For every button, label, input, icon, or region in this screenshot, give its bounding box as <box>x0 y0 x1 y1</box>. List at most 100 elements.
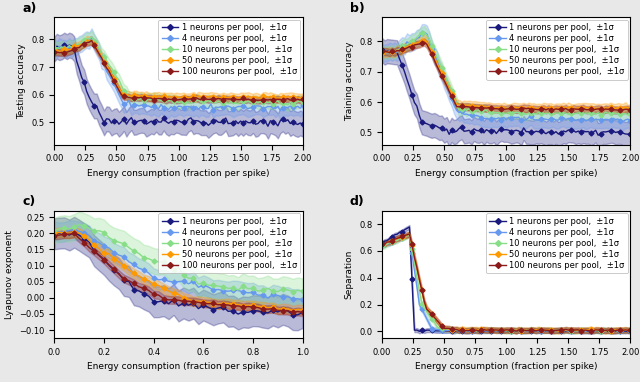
10 neurons per pool,  ±1σ <box>234 288 242 292</box>
4 neurons per pool,  ±1σ <box>202 107 210 111</box>
4 neurons per pool,  ±1σ <box>234 288 242 293</box>
4 neurons per pool,  ±1σ <box>70 228 78 232</box>
50 neurons per pool,  ±1σ <box>530 328 538 332</box>
4 neurons per pool,  ±1σ <box>495 328 502 333</box>
50 neurons per pool,  ±1σ <box>135 274 143 278</box>
100 neurons per pool,  ±1σ <box>299 96 307 101</box>
1 neurons per pool,  ±1σ <box>264 124 272 128</box>
50 neurons per pool,  ±1σ <box>624 107 632 112</box>
1 neurons per pool,  ±1σ <box>595 133 602 138</box>
1 neurons per pool,  ±1σ <box>51 47 58 51</box>
1 neurons per pool,  ±1σ <box>527 130 535 135</box>
Y-axis label: Testing accuracy: Testing accuracy <box>17 43 26 119</box>
Text: d): d) <box>350 195 365 208</box>
1 neurons per pool,  ±1σ <box>564 128 572 132</box>
4 neurons per pool,  ±1σ <box>530 328 538 333</box>
1 neurons per pool,  ±1σ <box>299 310 307 315</box>
4 neurons per pool,  ±1σ <box>276 108 284 113</box>
1 neurons per pool,  ±1σ <box>294 312 301 317</box>
100 neurons per pool,  ±1σ <box>555 107 563 112</box>
100 neurons per pool,  ±1σ <box>220 302 227 307</box>
50 neurons per pool,  ±1σ <box>443 82 451 86</box>
1 neurons per pool,  ±1σ <box>289 312 296 317</box>
50 neurons per pool,  ±1σ <box>406 232 413 236</box>
50 neurons per pool,  ±1σ <box>294 307 301 312</box>
50 neurons per pool,  ±1σ <box>557 328 564 333</box>
4 neurons per pool,  ±1σ <box>378 243 386 248</box>
Line: 4 neurons per pool,  ±1σ: 4 neurons per pool, ±1σ <box>380 233 632 333</box>
Line: 50 neurons per pool,  ±1σ: 50 neurons per pool, ±1σ <box>380 37 632 111</box>
1 neurons per pool,  ±1σ <box>202 120 210 125</box>
10 neurons per pool,  ±1σ <box>530 328 538 332</box>
4 neurons per pool,  ±1σ <box>443 328 451 333</box>
10 neurons per pool,  ±1σ <box>495 110 502 115</box>
4 neurons per pool,  ±1σ <box>227 105 234 109</box>
100 neurons per pool,  ±1σ <box>51 50 58 55</box>
Line: 50 neurons per pool,  ±1σ: 50 neurons per pool, ±1σ <box>52 230 305 312</box>
Line: 4 neurons per pool,  ±1σ: 4 neurons per pool, ±1σ <box>52 228 305 302</box>
10 neurons per pool,  ±1σ <box>167 98 175 103</box>
4 neurons per pool,  ±1σ <box>555 118 563 122</box>
50 neurons per pool,  ±1σ <box>420 37 428 42</box>
Line: 100 neurons per pool,  ±1σ: 100 neurons per pool, ±1σ <box>380 40 632 112</box>
100 neurons per pool,  ±1σ <box>443 326 451 330</box>
50 neurons per pool,  ±1σ <box>443 326 451 331</box>
50 neurons per pool,  ±1σ <box>51 231 58 236</box>
1 neurons per pool,  ±1σ <box>627 329 634 333</box>
100 neurons per pool,  ±1σ <box>396 235 403 240</box>
4 neurons per pool,  ±1σ <box>299 103 307 108</box>
Line: 100 neurons per pool,  ±1σ: 100 neurons per pool, ±1σ <box>380 232 632 333</box>
50 neurons per pool,  ±1σ <box>289 308 296 313</box>
50 neurons per pool,  ±1σ <box>110 256 118 261</box>
4 neurons per pool,  ±1σ <box>619 119 627 124</box>
50 neurons per pool,  ±1σ <box>239 95 247 99</box>
10 neurons per pool,  ±1σ <box>443 78 451 83</box>
4 neurons per pool,  ±1σ <box>115 92 123 97</box>
100 neurons per pool,  ±1σ <box>167 97 175 102</box>
100 neurons per pool,  ±1σ <box>420 40 428 44</box>
10 neurons per pool,  ±1σ <box>406 232 413 237</box>
10 neurons per pool,  ±1σ <box>115 78 123 82</box>
10 neurons per pool,  ±1σ <box>299 100 307 105</box>
Line: 50 neurons per pool,  ±1σ: 50 neurons per pool, ±1σ <box>52 39 305 100</box>
100 neurons per pool,  ±1σ <box>202 97 210 101</box>
50 neurons per pool,  ±1σ <box>396 235 403 240</box>
X-axis label: Energy consumption (fraction per spike): Energy consumption (fraction per spike) <box>87 169 270 178</box>
100 neurons per pool,  ±1σ <box>130 281 138 286</box>
10 neurons per pool,  ±1σ <box>284 103 292 107</box>
100 neurons per pool,  ±1σ <box>495 328 502 332</box>
1 neurons per pool,  ±1σ <box>532 329 540 333</box>
100 neurons per pool,  ±1σ <box>627 108 634 112</box>
1 neurons per pool,  ±1σ <box>406 225 413 229</box>
1 neurons per pool,  ±1σ <box>220 305 227 309</box>
10 neurons per pool,  ±1σ <box>495 328 502 332</box>
10 neurons per pool,  ±1σ <box>130 249 138 253</box>
100 neurons per pool,  ±1σ <box>299 310 307 315</box>
100 neurons per pool,  ±1σ <box>115 88 123 92</box>
100 neurons per pool,  ±1σ <box>227 97 234 101</box>
1 neurons per pool,  ±1σ <box>130 288 138 292</box>
4 neurons per pool,  ±1σ <box>495 115 502 120</box>
10 neurons per pool,  ±1σ <box>555 111 563 115</box>
10 neurons per pool,  ±1σ <box>135 251 143 256</box>
Line: 100 neurons per pool,  ±1σ: 100 neurons per pool, ±1σ <box>52 232 305 314</box>
50 neurons per pool,  ±1σ <box>530 105 538 110</box>
1 neurons per pool,  ±1σ <box>451 329 458 333</box>
100 neurons per pool,  ±1σ <box>234 304 242 308</box>
4 neurons per pool,  ±1σ <box>135 266 143 270</box>
Line: 100 neurons per pool,  ±1σ: 100 neurons per pool, ±1σ <box>52 39 305 102</box>
1 neurons per pool,  ±1σ <box>493 131 500 136</box>
50 neurons per pool,  ±1σ <box>299 95 307 100</box>
10 neurons per pool,  ±1σ <box>227 99 234 104</box>
10 neurons per pool,  ±1σ <box>294 288 301 293</box>
50 neurons per pool,  ±1σ <box>234 302 242 307</box>
Y-axis label: Lyapunov exponent: Lyapunov exponent <box>4 230 13 319</box>
50 neurons per pool,  ±1σ <box>130 271 138 275</box>
50 neurons per pool,  ±1σ <box>83 38 90 42</box>
Line: 10 neurons per pool,  ±1σ: 10 neurons per pool, ±1σ <box>380 233 632 333</box>
4 neurons per pool,  ±1σ <box>396 46 403 50</box>
X-axis label: Energy consumption (fraction per spike): Energy consumption (fraction per spike) <box>415 363 598 371</box>
50 neurons per pool,  ±1σ <box>257 97 264 101</box>
10 neurons per pool,  ±1σ <box>110 238 118 243</box>
100 neurons per pool,  ±1σ <box>110 267 118 272</box>
